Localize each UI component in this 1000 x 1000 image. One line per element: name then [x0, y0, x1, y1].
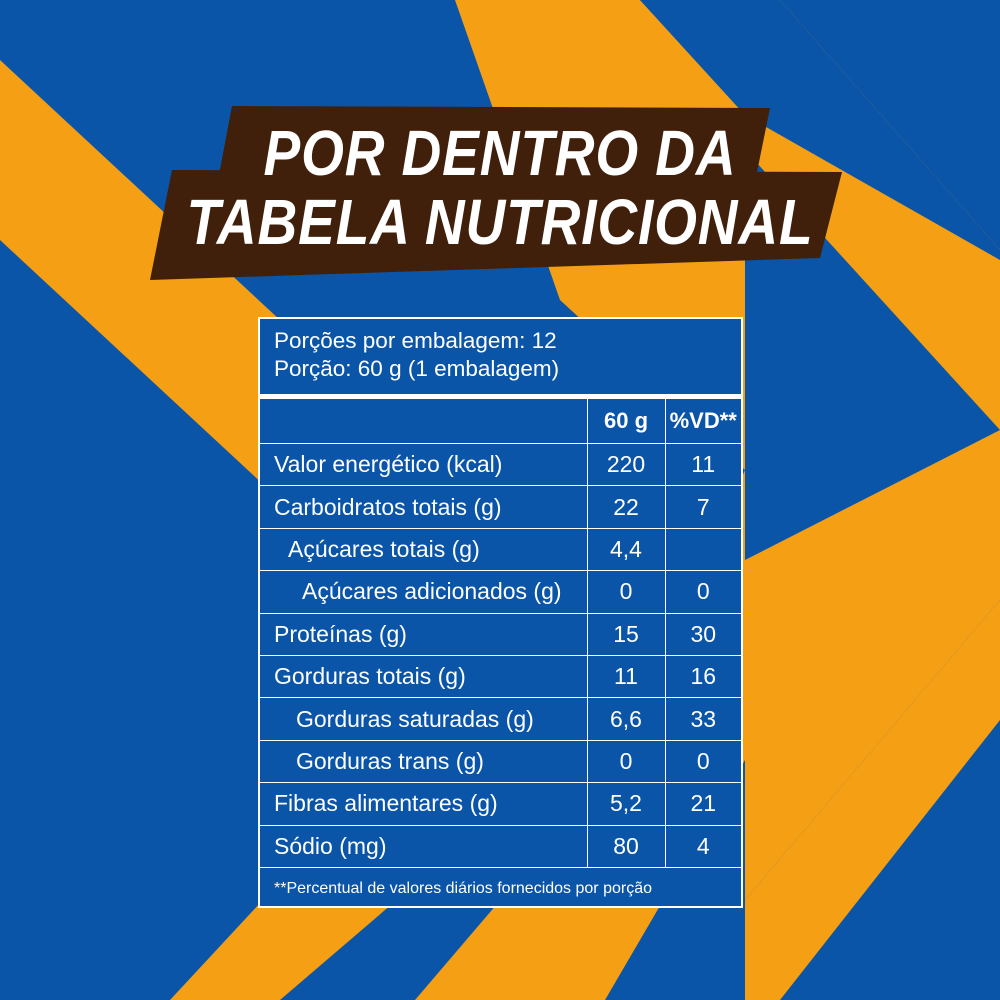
header-amount: 60 g — [586, 399, 666, 444]
table-row: Gorduras totais (g) 11 16 — [260, 654, 741, 699]
table-row: Gorduras saturadas (g) 6,6 33 — [260, 697, 741, 741]
table-row: Açúcares totais (g) 4,4 — [260, 527, 741, 572]
row-amount: 6,6 — [586, 697, 666, 741]
banner-top-shape — [218, 106, 770, 182]
title-line-1: POR DENTRO DA — [263, 117, 737, 189]
row-dv: 4 — [664, 824, 741, 868]
table-row: Valor energético (kcal) 220 11 — [260, 442, 741, 487]
table-row: Carboidratos totais (g) 22 7 — [260, 485, 741, 529]
row-label: Valor energético (kcal) — [260, 442, 588, 487]
serving-info: Porções por embalagem: 12 Porção: 60 g (… — [260, 319, 741, 399]
row-amount: 0 — [586, 570, 666, 614]
row-amount: 80 — [586, 824, 666, 868]
servings-per-package: Porções por embalagem: 12 — [274, 328, 557, 353]
row-label: Gorduras saturadas (g) — [260, 697, 588, 741]
title-banner — [150, 106, 842, 280]
table-row: Proteínas (g) 15 30 — [260, 612, 741, 656]
title-line-2: TABELA NUTRICIONAL — [186, 186, 814, 258]
row-dv: 11 — [664, 442, 741, 487]
row-label: Açúcares adicionados (g) — [260, 570, 588, 614]
row-amount: 220 — [586, 442, 666, 487]
header-row: 60 g %VD** — [260, 399, 741, 444]
row-amount: 11 — [586, 654, 666, 699]
serving-size: Porção: 60 g (1 embalagem) — [274, 356, 560, 381]
row-label: Proteínas (g) — [260, 612, 588, 656]
footnote: **Percentual de valores diários fornecid… — [274, 879, 652, 897]
row-dv: 7 — [664, 485, 741, 529]
orange-chevron-right-bottom — [745, 600, 1000, 1000]
row-amount: 4,4 — [586, 527, 666, 572]
row-amount: 15 — [586, 612, 666, 656]
orange-chevron-right-lower — [745, 430, 1000, 900]
table-row: Açúcares adicionados (g) 0 0 — [260, 570, 741, 614]
row-label: Fibras alimentares (g) — [260, 782, 588, 826]
row-dv: 21 — [664, 782, 741, 826]
row-amount: 0 — [586, 739, 666, 784]
table-row: Sódio (mg) 80 4 — [260, 824, 741, 868]
nutrition-table: Porções por embalagem: 12 Porção: 60 g (… — [258, 317, 743, 908]
row-dv: 33 — [664, 697, 741, 741]
row-label: Açúcares totais (g) — [260, 527, 588, 572]
nutrition-grid: 60 g %VD** Valor energético (kcal) 220 1… — [260, 399, 741, 868]
row-label: Gorduras trans (g) — [260, 739, 588, 784]
table-row: Fibras alimentares (g) 5,2 21 — [260, 782, 741, 826]
row-dv: 16 — [664, 654, 741, 699]
row-label: Carboidratos totais (g) — [260, 485, 588, 529]
header-blank — [260, 399, 588, 444]
row-dv: 30 — [664, 612, 741, 656]
row-dv: 0 — [664, 739, 741, 784]
table-row: Gorduras trans (g) 0 0 — [260, 739, 741, 784]
header-dv: %VD** — [664, 399, 741, 444]
blue-chevron-right — [640, 0, 1000, 260]
row-amount: 5,2 — [586, 782, 666, 826]
banner-bottom-shape — [150, 170, 842, 280]
row-label: Sódio (mg) — [260, 824, 588, 868]
row-label: Gorduras totais (g) — [260, 654, 588, 699]
row-dv: 0 — [664, 570, 741, 614]
row-dv — [664, 527, 741, 572]
row-amount: 22 — [586, 485, 666, 529]
